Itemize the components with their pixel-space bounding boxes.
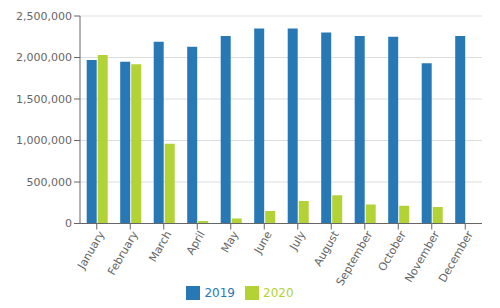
svg-text:1,500,000: 1,500,000: [16, 93, 72, 106]
svg-text:500,000: 500,000: [27, 176, 73, 189]
html-text:2019: 2019: [204, 285, 235, 300]
svg-text:October: October: [376, 228, 410, 273]
svg-text:February: February: [105, 228, 141, 277]
svg-text:January: January: [75, 228, 108, 272]
svg-text:March: March: [146, 229, 174, 265]
svg-text:July: July: [287, 228, 309, 253]
svg-text:1,000,000: 1,000,000: [16, 134, 72, 147]
svg-text:0: 0: [65, 217, 72, 230]
svg-text:August: August: [311, 228, 342, 268]
svg-text:December: December: [436, 228, 476, 284]
svg-text:April: April: [184, 229, 208, 257]
svg-text:2,000,000: 2,000,000: [16, 51, 72, 64]
svg-text:September: September: [334, 228, 376, 288]
svg-text:June: June: [251, 229, 275, 257]
html-text:2020: 2020: [263, 285, 294, 300]
svg-text:2,500,000: 2,500,000: [16, 10, 72, 23]
svg-text:November: November: [402, 228, 443, 285]
svg-text:May: May: [219, 228, 242, 255]
